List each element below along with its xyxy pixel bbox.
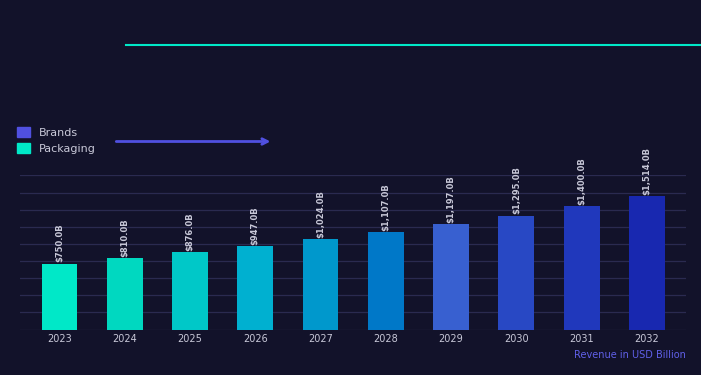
Bar xyxy=(172,252,208,330)
Bar xyxy=(433,224,469,330)
Bar xyxy=(303,239,339,330)
Bar xyxy=(629,196,665,330)
Bar xyxy=(564,206,599,330)
X-axis label: Revenue in USD Billion: Revenue in USD Billion xyxy=(574,350,686,360)
Bar xyxy=(498,216,534,330)
Text: $1,107.0B: $1,107.0B xyxy=(381,183,390,231)
Legend: Brands, Packaging: Brands, Packaging xyxy=(13,122,100,158)
Bar xyxy=(368,232,404,330)
Bar xyxy=(107,258,143,330)
Text: $1,295.0B: $1,295.0B xyxy=(512,166,521,214)
Text: $1,514.0B: $1,514.0B xyxy=(642,147,651,195)
Text: $1,024.0B: $1,024.0B xyxy=(316,190,325,238)
Bar xyxy=(41,264,77,330)
Text: $810.0B: $810.0B xyxy=(121,218,129,257)
Text: $750.0B: $750.0B xyxy=(55,224,64,262)
Text: $1,400.0B: $1,400.0B xyxy=(577,157,586,205)
Text: $947.0B: $947.0B xyxy=(251,206,260,245)
Text: $876.0B: $876.0B xyxy=(186,213,194,251)
Bar xyxy=(238,246,273,330)
Text: $1,197.0B: $1,197.0B xyxy=(447,175,456,223)
